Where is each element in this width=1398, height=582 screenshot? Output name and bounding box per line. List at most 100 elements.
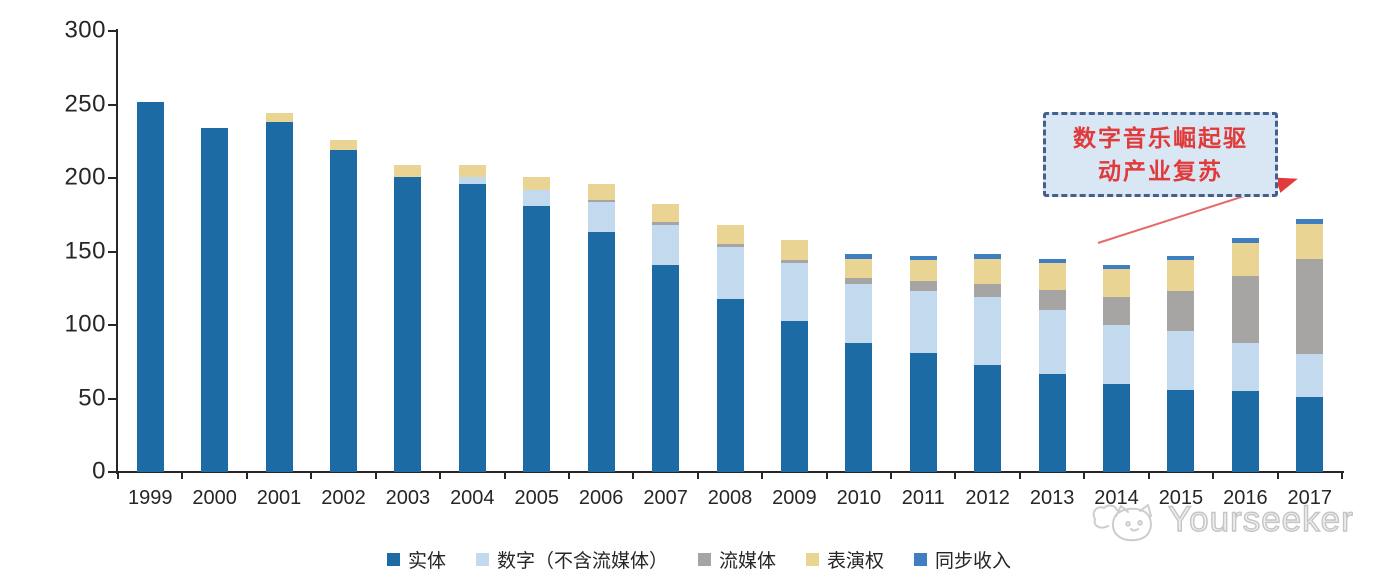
y-axis-tick-mark [108, 103, 116, 106]
bar-segment-2017-sync-revenue [1296, 219, 1324, 224]
bar-segment-2015-streaming [1167, 291, 1195, 331]
x-axis-tick-mark [1276, 472, 1279, 479]
bar-segment-2005-physical [523, 205, 551, 472]
bar-segment-2016-streaming [1231, 276, 1259, 343]
bar-segment-2012-sync-revenue [974, 254, 1002, 259]
y-axis-tick-label: 50 [78, 383, 106, 411]
legend-item-streaming: 流媒体 [697, 546, 776, 573]
bar-segment-2008-performance-rights [716, 225, 744, 245]
bar-segment-2014-sync-revenue [1103, 264, 1131, 270]
bar-segment-2013-performance-rights [1038, 263, 1066, 290]
annotation-text-line1: 数字音乐崛起驱 [1073, 125, 1248, 151]
x-axis-tick-mark [632, 472, 635, 479]
y-axis-tick-label: 200 [64, 163, 106, 191]
x-axis-tick-mark [825, 472, 828, 479]
legend-label-physical: 实体 [407, 551, 446, 572]
bar-segment-2015-performance-rights [1167, 260, 1195, 292]
bar-segment-2011-sync-revenue [909, 255, 937, 261]
annotation-callout: 数字音乐崛起驱 动产业复苏 [1043, 112, 1278, 197]
legend-swatch-sync-revenue [914, 553, 928, 566]
x-axis-tick-label: 2008 [707, 487, 753, 509]
x-axis-tick-label: 2001 [256, 487, 302, 509]
bar-segment-2003-performance-rights [394, 164, 422, 177]
bar-segment-2014-performance-rights [1103, 269, 1131, 298]
bar-segment-2011-performance-rights [909, 260, 937, 281]
bar-segment-2011-streaming [909, 280, 937, 292]
bar-segment-2006-performance-rights [587, 183, 615, 201]
x-axis-tick-label: 2012 [965, 487, 1010, 509]
bar-segment-2008-streaming [716, 244, 744, 248]
bar-segment-2012-streaming [974, 283, 1002, 298]
bar-segment-2010-digital-excl-streaming [845, 283, 873, 343]
bar-segment-2013-sync-revenue [1038, 258, 1066, 264]
x-axis-tick-label: 2009 [772, 487, 817, 509]
bar-segment-2008-physical [716, 298, 744, 472]
x-axis-tick-label: 2004 [450, 487, 495, 509]
bar-segment-2010-sync-revenue [845, 254, 873, 259]
x-axis-tick-label: 2015 [1158, 487, 1204, 509]
bar-segment-2015-digital-excl-streaming [1167, 330, 1195, 390]
bar-segment-2000-physical [201, 128, 229, 472]
bar-segment-2010-performance-rights [845, 258, 873, 278]
bar-segment-2007-digital-excl-streaming [652, 225, 680, 265]
bar-segment-2015-sync-revenue [1167, 255, 1195, 261]
bar-segment-2002-physical [329, 150, 357, 472]
y-axis-tick-mark [108, 471, 116, 473]
x-axis-tick-mark [1341, 472, 1343, 479]
x-axis-tick-mark [1212, 472, 1215, 479]
x-axis-tick-label: 2017 [1287, 487, 1333, 509]
bar-segment-2009-physical [780, 320, 808, 472]
watermark-brand-text: Yourseeker [1167, 499, 1354, 539]
x-axis-tick-mark [567, 472, 570, 479]
chart-legend: 实体 数字（不含流媒体） 流媒体 表演权 同步收入 [0, 546, 1398, 573]
bar-segment-2008-digital-excl-streaming [716, 247, 744, 299]
bar-segment-2002-performance-rights [329, 139, 357, 151]
y-axis-tick-label: 0 [92, 457, 106, 485]
bar-segment-2007-physical [652, 264, 680, 472]
bar-segment-2009-digital-excl-streaming [780, 263, 808, 321]
y-axis-tick-mark [108, 397, 116, 400]
bar-segment-2010-physical [845, 342, 873, 472]
bar-segment-2012-performance-rights [974, 258, 1002, 284]
x-axis-tick-label: 2003 [385, 487, 431, 509]
x-axis-tick-mark [245, 472, 248, 479]
legend-label-performance-rights: 表演权 [827, 551, 885, 572]
y-axis-tick-label: 100 [64, 310, 106, 338]
x-axis-tick-label: 2014 [1094, 487, 1139, 509]
y-axis-tick-mark [108, 30, 116, 32]
x-axis-tick-mark [181, 472, 184, 479]
x-axis-tick-label: 2010 [836, 487, 882, 509]
bar-segment-2004-performance-rights [458, 164, 486, 177]
x-axis-tick-label: 1999 [127, 487, 173, 509]
bar-segment-2006-digital-excl-streaming [587, 201, 615, 233]
legend-item-sync-revenue: 同步收入 [914, 546, 1011, 573]
legend-swatch-digital-excl-streaming [475, 553, 489, 566]
bar-segment-2004-digital-excl-streaming [458, 176, 486, 184]
annotation-text-line2: 动产业复苏 [1098, 158, 1223, 184]
legend-swatch-streaming [697, 553, 711, 566]
x-axis-line [116, 471, 1344, 473]
bar-segment-2001-performance-rights [265, 113, 293, 123]
x-axis-tick-mark [374, 472, 377, 479]
x-axis-tick-label: 2006 [578, 487, 624, 509]
x-axis-tick-label: 2002 [321, 487, 366, 509]
y-axis-tick-label: 150 [64, 236, 106, 264]
legend-swatch-physical [386, 553, 400, 566]
bar-segment-2007-streaming [652, 222, 680, 226]
bar-segment-2011-physical [909, 352, 937, 472]
bar-segment-2014-physical [1103, 383, 1131, 472]
legend-item-physical: 实体 [386, 546, 446, 573]
bar-segment-2005-performance-rights [523, 176, 551, 190]
bar-segment-2014-streaming [1103, 297, 1131, 325]
x-axis-tick-mark [1018, 472, 1021, 479]
y-axis-tick-mark [108, 250, 116, 253]
bar-segment-2004-physical [458, 183, 486, 472]
x-axis-tick-mark [890, 472, 893, 479]
x-axis-tick-mark [439, 472, 442, 479]
legend-item-performance-rights: 表演权 [806, 546, 884, 573]
bar-segment-2016-physical [1231, 391, 1259, 472]
x-axis-tick-mark [503, 472, 506, 479]
bar-segment-2017-physical [1296, 397, 1324, 472]
bar-segment-2003-physical [394, 176, 422, 472]
